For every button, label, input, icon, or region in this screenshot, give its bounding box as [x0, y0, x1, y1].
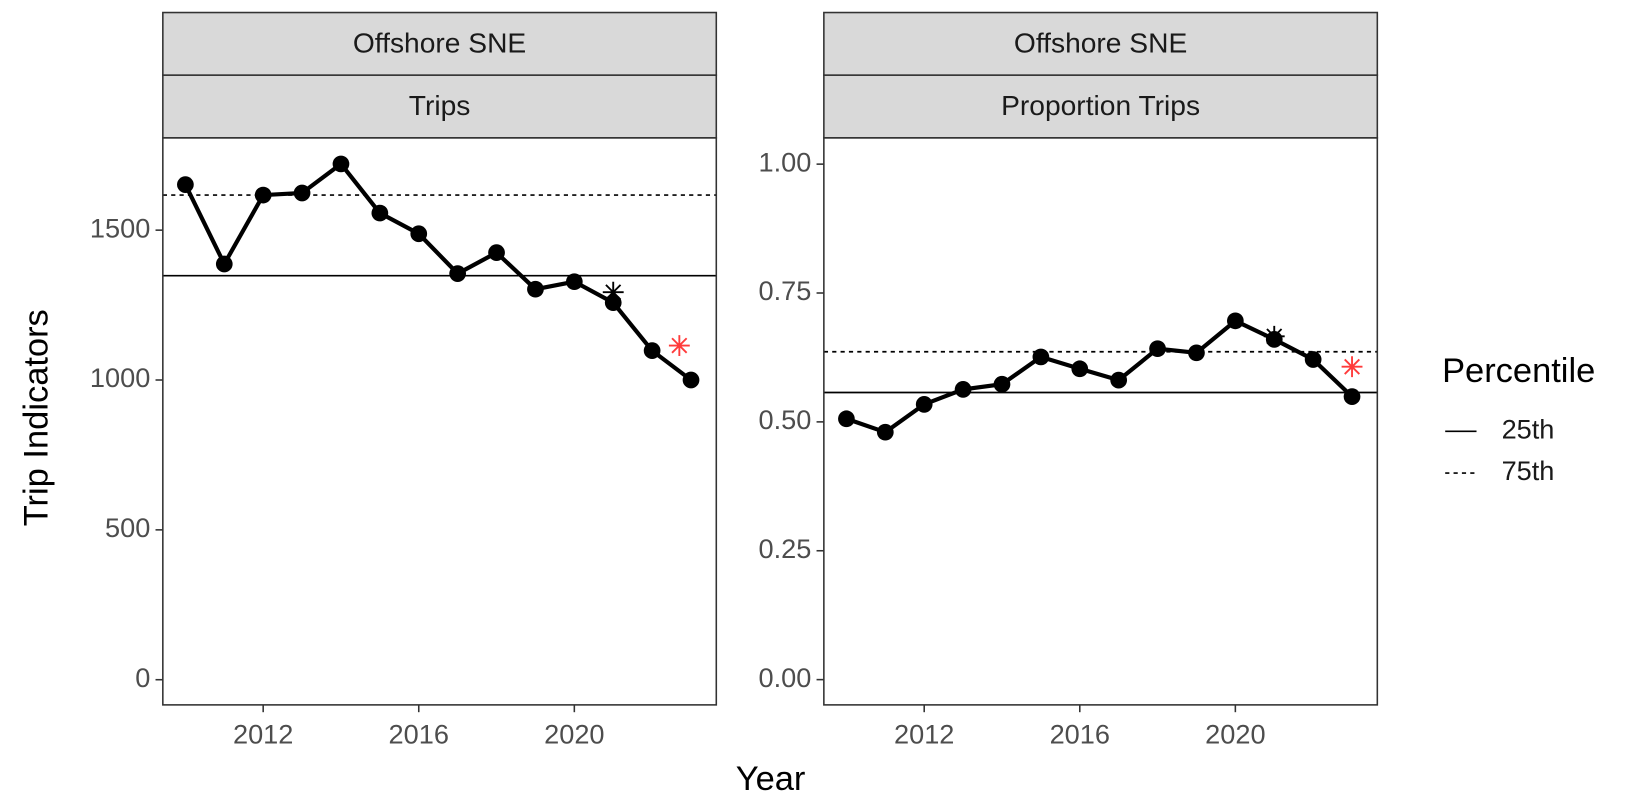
strip-box	[162, 74, 718, 139]
data-point	[876, 423, 894, 441]
x-axis-label: Year	[736, 760, 806, 798]
data-point	[1227, 312, 1244, 330]
data-point	[1110, 371, 1128, 389]
data-point	[604, 294, 622, 312]
data-point	[1071, 360, 1089, 378]
asterisk-marker	[602, 281, 624, 303]
data-point	[527, 280, 544, 298]
data-point	[254, 186, 272, 204]
data-point	[449, 265, 467, 282]
y-tick-label: 1000	[90, 362, 150, 393]
y-axis-label: Trip Indicators	[18, 309, 56, 526]
strip-label: Trips	[409, 89, 471, 121]
data-point	[954, 381, 972, 398]
data-point	[993, 375, 1011, 393]
x-tick-label: 2020	[1205, 718, 1265, 749]
data-point	[332, 155, 350, 173]
x-tick-label: 2012	[894, 718, 954, 749]
data-point	[838, 410, 855, 428]
asterisk-marker	[1341, 356, 1363, 378]
x-tick-label: 2016	[1050, 718, 1110, 749]
x-tick-label: 2016	[389, 718, 449, 749]
data-point	[1188, 344, 1205, 362]
legend-label: 75th	[1502, 455, 1555, 486]
data-point	[488, 244, 505, 261]
asterisk-marker	[1263, 325, 1285, 347]
panel-border	[162, 137, 718, 706]
strip-label: Proportion Trips	[1001, 89, 1200, 121]
legend-title: Percentile	[1442, 352, 1595, 390]
data-point	[1032, 348, 1050, 366]
data-point	[293, 184, 311, 202]
y-tick-label: 0.50	[758, 404, 811, 435]
y-tick-label: 500	[105, 512, 150, 543]
y-tick-label: 0	[135, 662, 150, 693]
data-point	[410, 225, 428, 243]
y-tick-label: 0.00	[758, 662, 811, 693]
panel-background	[162, 137, 717, 705]
panel-background	[823, 137, 1378, 705]
strip-box	[823, 74, 1379, 139]
data-point	[371, 204, 389, 222]
x-tick-label: 2020	[544, 718, 604, 749]
data-point	[643, 342, 661, 359]
strip-label: Offshore SNE	[1014, 26, 1187, 58]
y-tick-label: 1.00	[758, 146, 811, 177]
x-tick-label: 2012	[233, 718, 293, 749]
strip-label: Offshore SNE	[353, 26, 526, 58]
panel-border	[823, 137, 1379, 706]
data-point	[215, 255, 233, 273]
data-point	[682, 371, 700, 389]
data-point	[1304, 351, 1322, 368]
y-tick-label: 0.25	[758, 533, 811, 564]
data-point	[565, 273, 583, 291]
y-tick-label: 1500	[90, 212, 150, 243]
data-point	[1149, 340, 1166, 358]
asterisk-marker	[668, 335, 690, 356]
y-tick-label: 0.75	[758, 275, 811, 306]
data-point	[915, 395, 933, 413]
strip-box	[162, 11, 718, 76]
data-point	[1343, 388, 1361, 405]
legend-label: 25th	[1502, 413, 1555, 444]
data-point	[177, 176, 194, 193]
